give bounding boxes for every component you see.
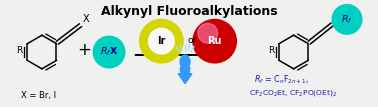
Text: $R_f$X: $R_f$X [100,46,118,58]
Text: CF$_2$CO$_2$Et, CF$_2$PO(OEt)$_2$: CF$_2$CO$_2$Et, CF$_2$PO(OEt)$_2$ [249,88,338,98]
Circle shape [332,5,362,34]
Polygon shape [178,74,192,84]
Ellipse shape [180,55,190,69]
Text: R: R [268,46,274,55]
Circle shape [198,23,218,43]
Text: Ru: Ru [208,36,222,46]
Text: X: X [82,14,89,24]
Text: or: or [187,36,197,45]
Text: R: R [16,46,22,55]
Text: Ir: Ir [157,36,166,46]
Circle shape [149,28,174,54]
Text: X = Br, I: X = Br, I [22,91,57,100]
Text: $R_f$ = C$_n$F$_{2n+1}$,: $R_f$ = C$_n$F$_{2n+1}$, [254,74,309,86]
Text: Alkynyl Fluoroalkylations: Alkynyl Fluoroalkylations [101,5,277,18]
Circle shape [93,36,125,68]
Text: +: + [77,41,91,59]
Polygon shape [180,68,190,74]
Circle shape [139,19,183,63]
Text: $R_f$: $R_f$ [341,13,353,26]
Circle shape [193,19,236,63]
